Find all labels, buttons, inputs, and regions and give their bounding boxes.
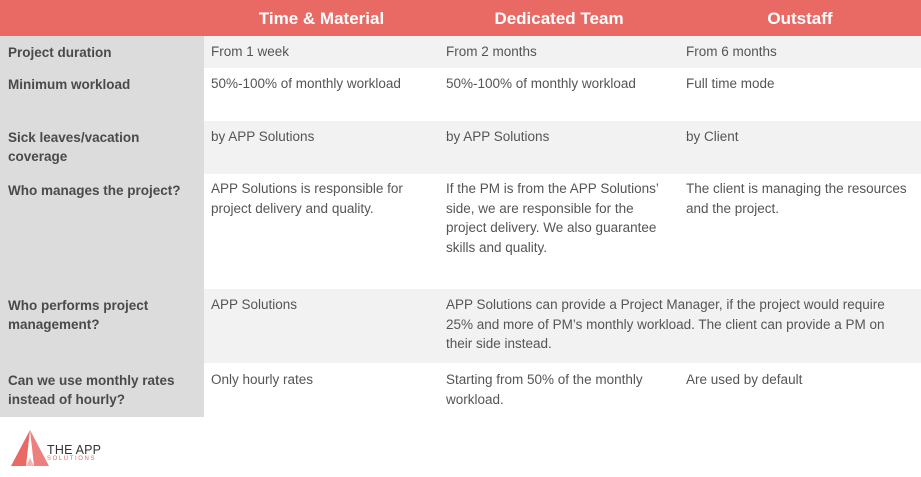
table-header: Time & Material Dedicated Team Outstaff <box>0 0 921 36</box>
header-dedicated-team: Dedicated Team <box>494 9 624 28</box>
cell-outstaff: Full time mode <box>686 76 775 91</box>
row-label: Minimum workload <box>8 77 131 92</box>
cell-time-material: 50%-100% of monthly workload <box>211 76 401 91</box>
cell-outstaff: From 6 months <box>686 44 777 59</box>
cell-dedicated-team: From 2 months <box>446 44 537 59</box>
table-row: Minimum workload 50%-100% of monthly wor… <box>0 68 921 121</box>
cell-dedicated-team: Starting from 50% of the monthly workloa… <box>446 372 643 407</box>
cell-dedicated-outstaff-merged: APP Solutions can provide a Project Mana… <box>446 297 885 351</box>
row-label: Sick leaves/vacation coverage <box>8 130 140 164</box>
row-label: Project duration <box>8 45 112 60</box>
row-label: Can we use monthly rates instead of hour… <box>8 373 175 407</box>
logo-title: THE APP <box>47 443 102 457</box>
header-outstaff: Outstaff <box>767 9 833 28</box>
cell-time-material: APP Solutions <box>211 297 298 312</box>
cell-outstaff: by Client <box>686 129 739 144</box>
table-row: Can we use monthly rates instead of hour… <box>0 363 921 417</box>
row-label: Who performs project management? <box>8 298 149 332</box>
cell-dedicated-team: 50%-100% of monthly workload <box>446 76 636 91</box>
cell-time-material: by APP Solutions <box>211 129 315 144</box>
label-column <box>0 36 204 417</box>
cell-dedicated-team: by APP Solutions <box>446 129 550 144</box>
table-row: Who performs project management? APP Sol… <box>0 289 921 363</box>
table-row: Sick leaves/vacation coverage by APP Sol… <box>0 121 921 174</box>
table-row: Project duration From 1 week From 2 mont… <box>0 36 921 68</box>
header-time-material: Time & Material <box>258 9 385 28</box>
cell-outstaff: Are used by default <box>686 372 803 387</box>
triangle-logo-icon <box>11 430 49 466</box>
table-row: Who manages the project? APP Solutions i… <box>0 174 921 289</box>
row-band <box>204 121 921 174</box>
cell-time-material: From 1 week <box>211 44 290 59</box>
logo-subtitle: SOLUTIONS <box>47 456 97 462</box>
row-band <box>204 289 921 363</box>
cell-dedicated-team: If the PM is from the APP Solutions’ sid… <box>446 181 659 255</box>
row-band <box>204 36 921 68</box>
cell-outstaff: The client is managing the resources and… <box>686 181 907 216</box>
row-label: Who manages the project? <box>8 183 181 198</box>
header-corner <box>0 0 204 36</box>
cell-time-material: Only hourly rates <box>211 372 314 387</box>
cell-time-material: APP Solutions is responsible for project… <box>211 181 403 216</box>
